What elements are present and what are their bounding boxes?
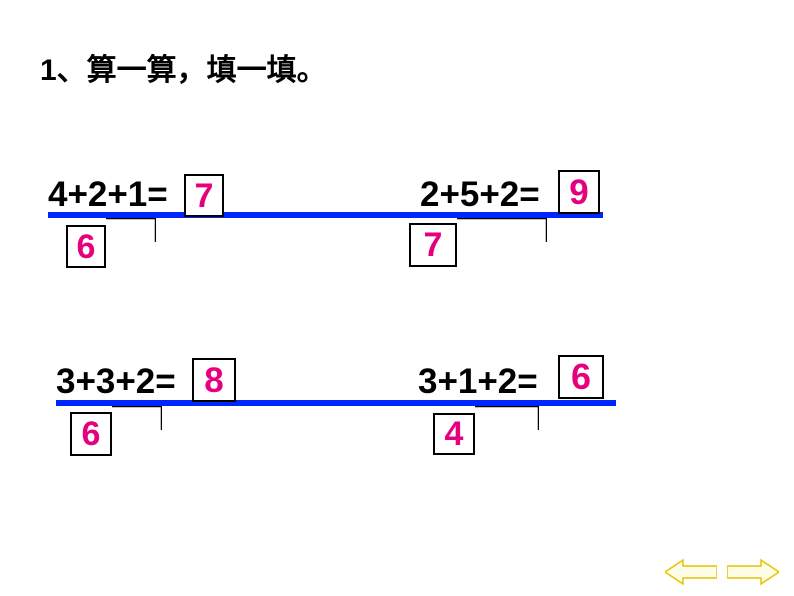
arrow-left-icon <box>665 558 717 586</box>
problem-4-partial-box: 4 <box>433 413 475 455</box>
problem-1-bracket <box>106 218 156 242</box>
problem-1-result-box: 7 <box>184 174 224 217</box>
problem-3-partial-box: 6 <box>70 412 112 456</box>
problem-3-result-box: 8 <box>192 358 236 402</box>
problem-4-bracket <box>475 406 539 430</box>
problem-2-bracket <box>457 218 547 242</box>
problem-2-result-box: 9 <box>558 170 600 214</box>
page-title: 1、算一算，填一填。 <box>40 45 327 89</box>
problem-2-partial-box: 7 <box>409 223 457 267</box>
problem-2-expression: 2+5+2= <box>420 175 540 215</box>
problem-4-result-box: 6 <box>558 355 604 399</box>
problem-3-bracket <box>112 406 162 430</box>
prev-arrow-button[interactable] <box>665 558 717 591</box>
problem-3-expression: 3+3+2= <box>56 362 176 402</box>
arrow-right-icon <box>727 558 779 586</box>
next-arrow-button[interactable] <box>727 558 779 591</box>
problem-4-expression: 3+1+2= <box>418 362 538 402</box>
problem-1-partial-box: 6 <box>66 225 106 268</box>
problem-1-expression: 4+2+1= <box>48 175 168 215</box>
